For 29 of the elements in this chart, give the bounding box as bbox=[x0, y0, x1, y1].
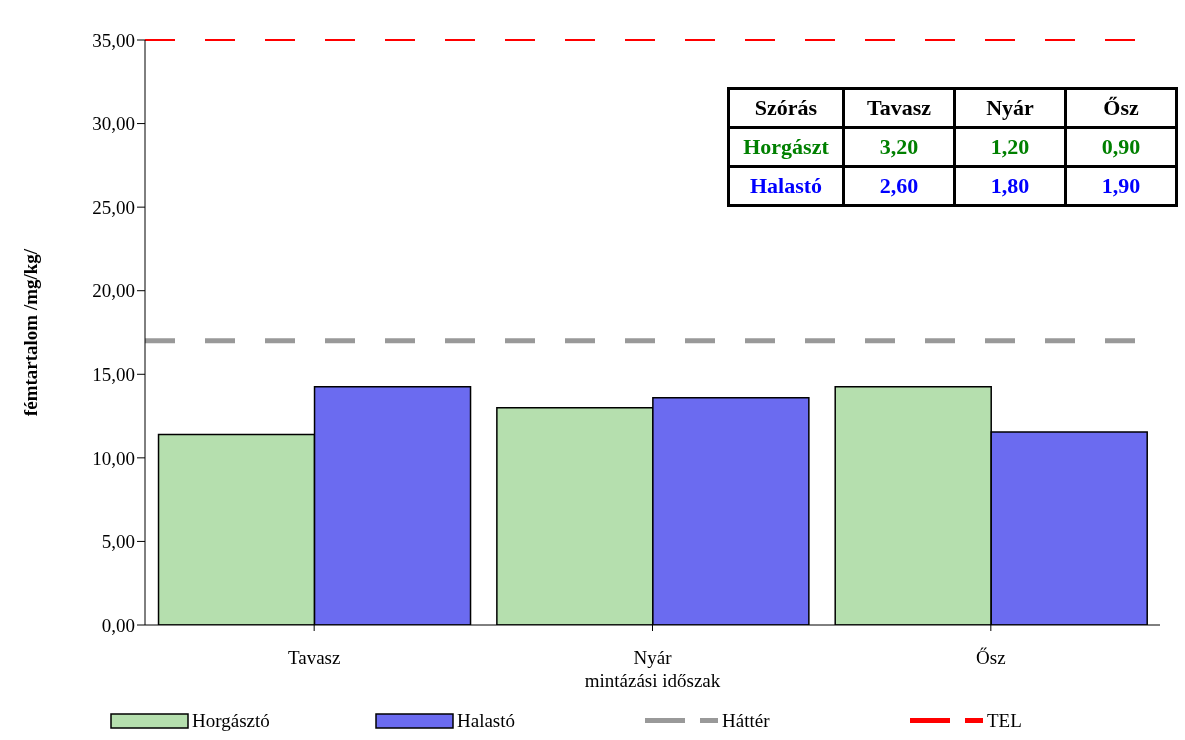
y-tick-label: 35,00 bbox=[92, 29, 135, 51]
x-axis-title: mintázási időszak bbox=[584, 670, 721, 691]
legend-label: Horgásztó bbox=[192, 710, 270, 732]
annotation: 3,20 bbox=[843, 127, 955, 167]
annotation: Horgászt bbox=[728, 127, 844, 167]
y-tick-label: 15,00 bbox=[92, 364, 135, 386]
y-tick-label: 30,00 bbox=[92, 113, 135, 135]
y-tick-label: 10,00 bbox=[92, 447, 135, 469]
annotation: 2,60 bbox=[843, 166, 955, 206]
annotation: Halastó bbox=[728, 166, 844, 206]
y-tick-label: 0,00 bbox=[101, 614, 135, 636]
annotation: Ősz bbox=[1065, 88, 1177, 128]
legend-label: Halastó bbox=[457, 710, 516, 732]
annotation: 1,90 bbox=[1065, 166, 1177, 206]
annotation: Tavasz bbox=[843, 88, 955, 128]
y-tick-label: 25,00 bbox=[92, 196, 135, 218]
x-tick-label: Ősz bbox=[976, 647, 1006, 669]
y-tick-label: 20,00 bbox=[92, 280, 135, 302]
x-tick-label: Nyár bbox=[633, 647, 673, 669]
legend-label: TEL bbox=[987, 710, 1022, 732]
annotation: 1,20 bbox=[954, 127, 1066, 167]
y-tick-label: 5,00 bbox=[101, 531, 135, 553]
x-tick-label: Tavasz bbox=[287, 647, 341, 669]
annotation: Szórás bbox=[728, 88, 844, 128]
y-axis-title: fémtartalom /mg/kg/ bbox=[19, 248, 41, 417]
annotation: 1,80 bbox=[954, 166, 1066, 206]
annotation: 0,90 bbox=[1065, 127, 1177, 167]
annotation: Nyár bbox=[954, 88, 1066, 128]
legend-label: Háttér bbox=[722, 710, 770, 732]
